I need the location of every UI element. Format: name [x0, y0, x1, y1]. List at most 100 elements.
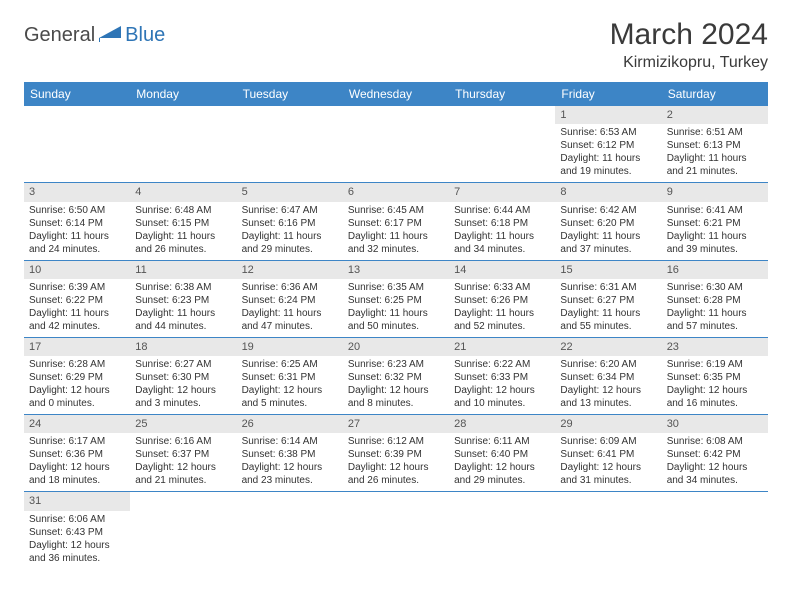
day-info: Sunrise: 6:42 AMSunset: 6:20 PMDaylight:…: [560, 204, 656, 256]
day-number: 29: [555, 415, 661, 433]
empty-cell: [555, 492, 661, 569]
day-cell: 18 Sunrise: 6:27 AMSunset: 6:30 PMDayligh…: [130, 337, 236, 414]
day-info: Sunrise: 6:48 AMSunset: 6:15 PMDaylight:…: [135, 204, 231, 256]
day-cell: 21 Sunrise: 6:22 AMSunset: 6:33 PMDayligh…: [449, 337, 555, 414]
logo: General Blue: [24, 24, 165, 47]
day-cell: 6 Sunrise: 6:45 AMSunset: 6:17 PMDaylight…: [343, 183, 449, 260]
day-cell: 9 Sunrise: 6:41 AMSunset: 6:21 PMDaylight…: [662, 183, 768, 260]
empty-cell: [24, 106, 130, 183]
day-number: 9: [662, 183, 768, 201]
day-cell: 30 Sunrise: 6:08 AMSunset: 6:42 PMDayligh…: [662, 415, 768, 492]
weekday-header: Monday: [130, 82, 236, 106]
day-number: 26: [237, 415, 343, 433]
day-number: 14: [449, 261, 555, 279]
day-cell: 17Sunrise: 6:28 AMSunset: 6:29 PMDayligh…: [24, 337, 130, 414]
day-info: Sunrise: 6:31 AMSunset: 6:27 PMDaylight:…: [560, 281, 656, 333]
day-number: 18: [130, 338, 236, 356]
month-title: March 2024: [610, 18, 768, 52]
day-number: 12: [237, 261, 343, 279]
day-info: Sunrise: 6:41 AMSunset: 6:21 PMDaylight:…: [667, 204, 763, 256]
day-cell: 26 Sunrise: 6:14 AMSunset: 6:38 PMDayligh…: [237, 415, 343, 492]
day-number: 19: [237, 338, 343, 356]
day-cell: 31 Sunrise: 6:06 AMSunset: 6:43 PMDayligh…: [24, 492, 130, 569]
day-info: Sunrise: 6:38 AMSunset: 6:23 PMDaylight:…: [135, 281, 231, 333]
day-info: Sunrise: 6:27 AMSunset: 6:30 PMDaylight:…: [135, 358, 231, 410]
day-number: 10: [24, 261, 130, 279]
empty-cell: [237, 106, 343, 183]
weekday-header: Sunday: [24, 82, 130, 106]
day-cell: 22Sunrise: 6:20 AMSunset: 6:34 PMDayligh…: [555, 337, 661, 414]
weekday-header: Thursday: [449, 82, 555, 106]
empty-cell: [662, 492, 768, 569]
weekday-header: Friday: [555, 82, 661, 106]
day-number: 8: [555, 183, 661, 201]
day-cell: 28 Sunrise: 6:11 AMSunset: 6:40 PMDayligh…: [449, 415, 555, 492]
day-number: 1: [555, 106, 661, 124]
day-info: Sunrise: 6:53 AMSunset: 6:12 PMDaylight:…: [560, 126, 656, 178]
weekday-header: Wednesday: [343, 82, 449, 106]
day-number: 6: [343, 183, 449, 201]
day-cell: 11 Sunrise: 6:38 AMSunset: 6:23 PMDayligh…: [130, 260, 236, 337]
day-number: 24: [24, 415, 130, 433]
day-info: Sunrise: 6:19 AMSunset: 6:35 PMDaylight:…: [667, 358, 763, 410]
empty-cell: [449, 492, 555, 569]
day-cell: 20Sunrise: 6:23 AMSunset: 6:32 PMDayligh…: [343, 337, 449, 414]
day-info: Sunrise: 6:22 AMSunset: 6:33 PMDaylight:…: [454, 358, 550, 410]
day-info: Sunrise: 6:08 AMSunset: 6:42 PMDaylight:…: [667, 435, 763, 487]
day-info: Sunrise: 6:14 AMSunset: 6:38 PMDaylight:…: [242, 435, 338, 487]
day-info: Sunrise: 6:44 AMSunset: 6:18 PMDaylight:…: [454, 204, 550, 256]
day-info: Sunrise: 6:06 AMSunset: 6:43 PMDaylight:…: [29, 513, 125, 565]
day-info: Sunrise: 6:45 AMSunset: 6:17 PMDaylight:…: [348, 204, 444, 256]
day-cell: 3 Sunrise: 6:50 AMSunset: 6:14 PMDaylight…: [24, 183, 130, 260]
day-info: Sunrise: 6:28 AMSunset: 6:29 PMDaylight:…: [29, 358, 125, 410]
day-number: 28: [449, 415, 555, 433]
day-cell: 14 Sunrise: 6:33 AMSunset: 6:26 PMDayligh…: [449, 260, 555, 337]
day-info: Sunrise: 6:51 AMSunset: 6:13 PMDaylight:…: [667, 126, 763, 178]
day-number: 11: [130, 261, 236, 279]
day-info: Sunrise: 6:47 AMSunset: 6:16 PMDaylight:…: [242, 204, 338, 256]
day-cell: 15Sunrise: 6:31 AMSunset: 6:27 PMDayligh…: [555, 260, 661, 337]
day-number: 30: [662, 415, 768, 433]
day-cell: 1 Sunrise: 6:53 AMSunset: 6:12 PMDaylight…: [555, 106, 661, 183]
header: General Blue March 2024 Kirmizikopru, Tu…: [24, 18, 768, 72]
day-number: 23: [662, 338, 768, 356]
day-info: Sunrise: 6:33 AMSunset: 6:26 PMDaylight:…: [454, 281, 550, 333]
day-number: 2: [662, 106, 768, 124]
day-cell: 10Sunrise: 6:39 AMSunset: 6:22 PMDayligh…: [24, 260, 130, 337]
day-number: 21: [449, 338, 555, 356]
day-cell: 12 Sunrise: 6:36 AMSunset: 6:24 PMDayligh…: [237, 260, 343, 337]
empty-cell: [130, 492, 236, 569]
day-cell: 29 Sunrise: 6:09 AMSunset: 6:41 PMDayligh…: [555, 415, 661, 492]
day-info: Sunrise: 6:17 AMSunset: 6:36 PMDaylight:…: [29, 435, 125, 487]
calendar-row: 1 Sunrise: 6:53 AMSunset: 6:12 PMDaylight…: [24, 106, 768, 183]
day-number: 3: [24, 183, 130, 201]
empty-cell: [343, 106, 449, 183]
day-cell: 7 Sunrise: 6:44 AMSunset: 6:18 PMDaylight…: [449, 183, 555, 260]
weekday-header: Tuesday: [237, 82, 343, 106]
day-info: Sunrise: 6:12 AMSunset: 6:39 PMDaylight:…: [348, 435, 444, 487]
day-number: 27: [343, 415, 449, 433]
day-cell: 25Sunrise: 6:16 AMSunset: 6:37 PMDayligh…: [130, 415, 236, 492]
calendar-row: 3 Sunrise: 6:50 AMSunset: 6:14 PMDaylight…: [24, 183, 768, 260]
day-cell: 19 Sunrise: 6:25 AMSunset: 6:31 PMDayligh…: [237, 337, 343, 414]
day-cell: 24 Sunrise: 6:17 AMSunset: 6:36 PMDayligh…: [24, 415, 130, 492]
location: Kirmizikopru, Turkey: [610, 54, 768, 72]
day-number: 31: [24, 492, 130, 510]
day-number: 25: [130, 415, 236, 433]
day-info: Sunrise: 6:50 AMSunset: 6:14 PMDaylight:…: [29, 204, 125, 256]
day-number: 7: [449, 183, 555, 201]
title-block: March 2024 Kirmizikopru, Turkey: [610, 18, 768, 72]
calendar-row: 31 Sunrise: 6:06 AMSunset: 6:43 PMDayligh…: [24, 492, 768, 569]
logo-text-general: General: [24, 24, 95, 47]
day-info: Sunrise: 6:36 AMSunset: 6:24 PMDaylight:…: [242, 281, 338, 333]
day-info: Sunrise: 6:11 AMSunset: 6:40 PMDaylight:…: [454, 435, 550, 487]
day-info: Sunrise: 6:09 AMSunset: 6:41 PMDaylight:…: [560, 435, 656, 487]
day-cell: 4Sunrise: 6:48 AMSunset: 6:15 PMDaylight…: [130, 183, 236, 260]
day-info: Sunrise: 6:25 AMSunset: 6:31 PMDaylight:…: [242, 358, 338, 410]
day-number: 5: [237, 183, 343, 201]
calendar-row: 24 Sunrise: 6:17 AMSunset: 6:36 PMDayligh…: [24, 415, 768, 492]
day-number: 16: [662, 261, 768, 279]
empty-cell: [237, 492, 343, 569]
calendar-row: 10Sunrise: 6:39 AMSunset: 6:22 PMDayligh…: [24, 260, 768, 337]
calendar-table: SundayMondayTuesdayWednesdayThursdayFrid…: [24, 82, 768, 569]
